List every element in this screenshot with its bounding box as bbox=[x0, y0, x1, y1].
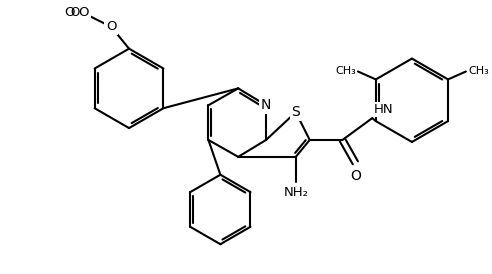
Text: N: N bbox=[261, 98, 271, 112]
Text: O: O bbox=[64, 6, 75, 19]
Text: O: O bbox=[106, 20, 117, 33]
Text: S: S bbox=[291, 105, 300, 119]
Text: CH₃: CH₃ bbox=[468, 67, 489, 76]
Text: NH₂: NH₂ bbox=[283, 186, 308, 199]
Text: O: O bbox=[106, 20, 117, 33]
Text: CH₃: CH₃ bbox=[335, 67, 356, 76]
Text: HN: HN bbox=[374, 103, 394, 116]
Text: O: O bbox=[350, 169, 361, 183]
Text: O: O bbox=[70, 6, 79, 19]
Text: O: O bbox=[78, 6, 89, 19]
